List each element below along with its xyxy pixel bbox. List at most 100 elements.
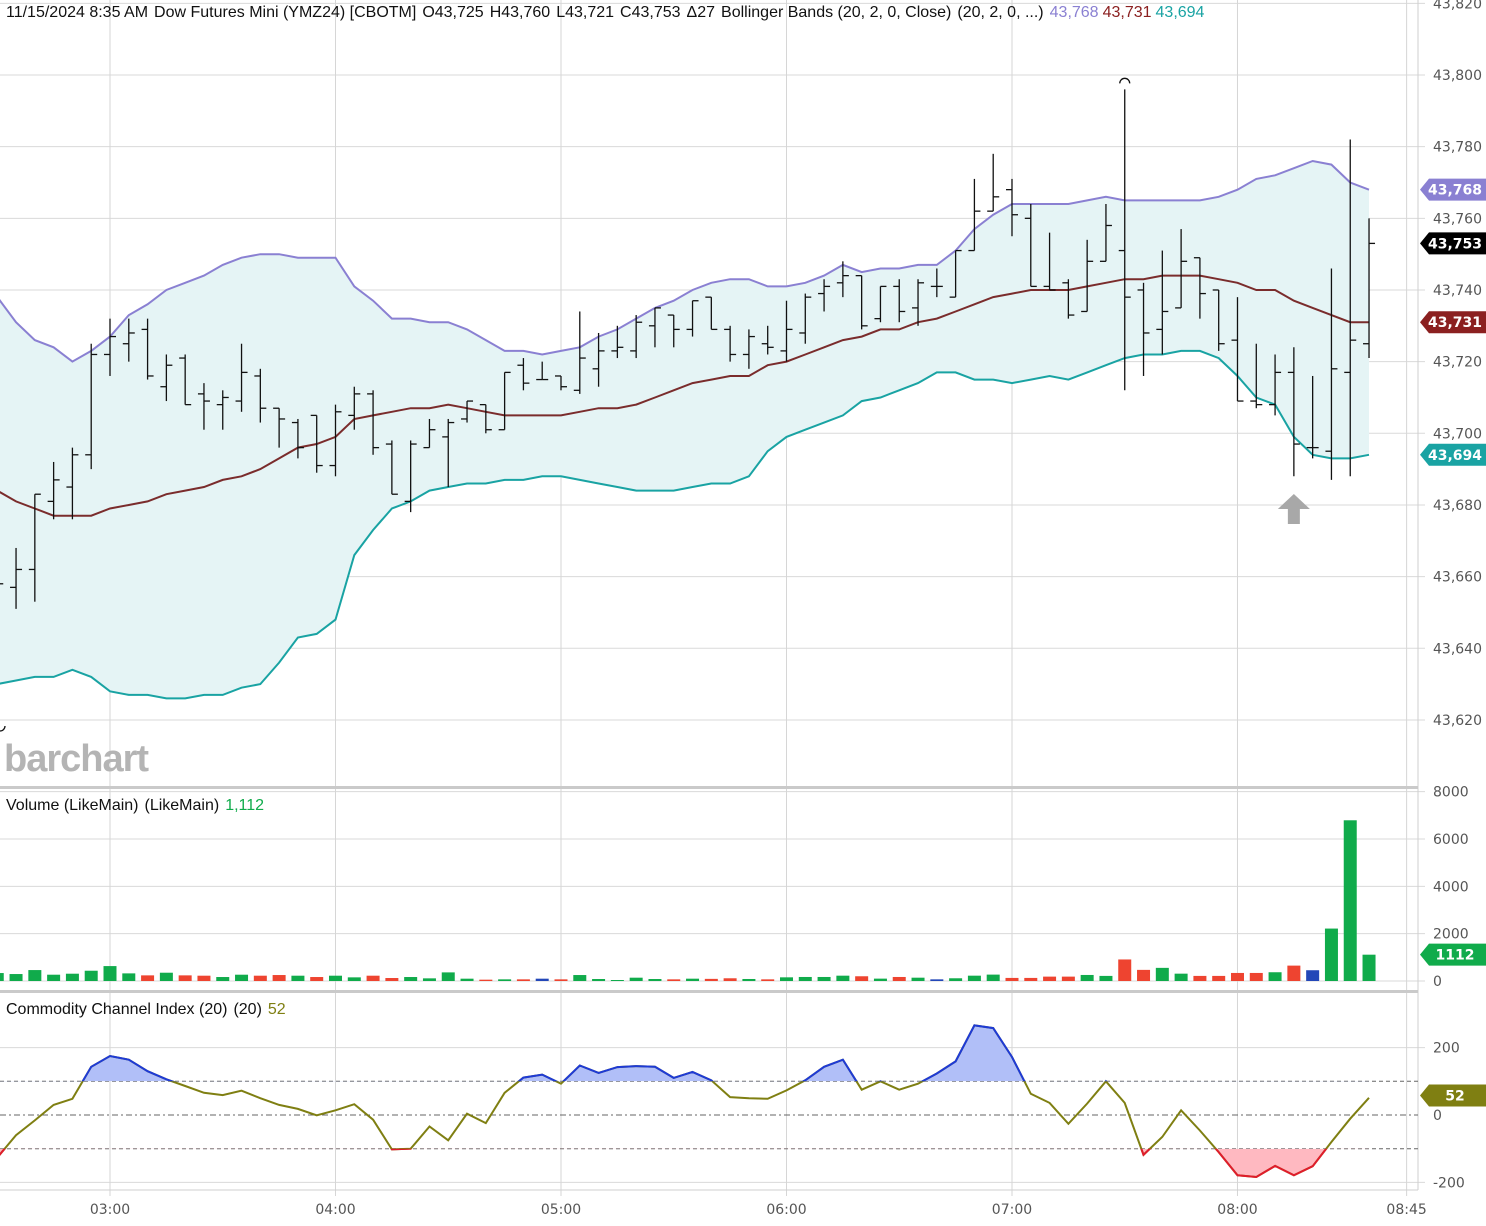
pane-separator <box>0 990 1418 993</box>
volume-bar <box>310 977 324 981</box>
volume-bar <box>516 979 530 981</box>
ohlc-bar <box>536 361 549 381</box>
ohlc-bar <box>1250 343 1263 409</box>
volume-bar <box>779 977 793 981</box>
ohlc-bar <box>1269 354 1282 416</box>
volume-bar <box>47 974 61 981</box>
time-tick-label: 03:00 <box>90 1202 130 1218</box>
volume-bar <box>460 978 474 981</box>
time-tick-label: 07:00 <box>992 1202 1032 1218</box>
ohlc-bar <box>66 447 79 520</box>
ohlc-bar <box>291 418 304 459</box>
ohlc-bar <box>686 300 699 337</box>
ohlc-bar <box>348 386 361 430</box>
time-tick-label: 05:00 <box>541 1202 581 1218</box>
middle-band-badge-label: 43,731 <box>1428 315 1482 331</box>
last-price-badge-shape <box>1420 232 1486 255</box>
volume-bar <box>1005 977 1019 981</box>
volume-bar <box>1137 969 1151 981</box>
ohlc-bar <box>1043 232 1056 291</box>
ohlc-bar <box>987 153 1000 212</box>
legend-low: L43,721 <box>556 4 615 21</box>
cci-badge: 52 <box>1420 1084 1486 1107</box>
bollinger-band-fill <box>0 161 1369 699</box>
volume-bar <box>1099 975 1113 981</box>
volume-bar <box>554 979 568 981</box>
ohlc-bar <box>47 461 60 520</box>
volume-params: (LikeMain) <box>144 797 220 814</box>
price-tick-label: 43,660 <box>1433 570 1482 586</box>
session-low-marker-icon <box>0 725 6 732</box>
ohlc-bar <box>1325 268 1338 480</box>
price-tick-label: 43,640 <box>1433 641 1482 657</box>
ohlc-bar <box>724 325 737 362</box>
volume-bar <box>967 975 981 981</box>
middle-band-badge: 43,731 <box>1420 311 1486 334</box>
cci-tick-label: 200 <box>1433 1041 1460 1057</box>
volume-bar <box>911 977 925 981</box>
volume-tick-label: 0 <box>1433 974 1442 990</box>
volume-bar <box>159 972 173 981</box>
volume-bar <box>986 974 1000 981</box>
ohlc-bar <box>968 178 981 252</box>
cci-legend: Commodity Channel Index (20) (20) 52 <box>6 1001 292 1019</box>
legend-middle-value: 43,731 <box>1102 4 1152 21</box>
volume-bar <box>1118 959 1132 981</box>
lower-band-badge-label: 43,694 <box>1428 448 1482 464</box>
volume-bar <box>366 975 380 981</box>
cci-value: 52 <box>267 1001 286 1018</box>
price-tick-label: 43,780 <box>1433 140 1482 156</box>
ohlc-bar <box>498 371 511 431</box>
volume-bar <box>1193 975 1207 981</box>
ohlc-bar <box>1287 347 1300 477</box>
volume-bar <box>855 976 869 981</box>
volume-bar <box>686 978 700 981</box>
price-tick-label: 43,720 <box>1433 355 1482 371</box>
volume-bar <box>1324 928 1338 981</box>
cci-line <box>0 1024 1370 1179</box>
price-tick-label: 43,800 <box>1433 68 1482 84</box>
ohlc-bar <box>1062 279 1075 319</box>
volume-bar <box>573 975 587 981</box>
ohlc-bar <box>1005 178 1018 237</box>
ohlc-bar <box>742 329 755 369</box>
ohlc-bar <box>423 418 436 449</box>
legend-close: C43,753 <box>620 4 681 21</box>
price-legend: 11/15/2024 8:35 AM Dow Futures Mini (YMZ2… <box>6 4 1210 22</box>
volume-bar <box>1061 976 1075 981</box>
volume-bar <box>592 979 606 981</box>
time-tick-label: 08:00 <box>1217 1202 1257 1218</box>
ohlc-bar <box>667 314 680 348</box>
ohlc-bar <box>10 547 23 609</box>
volume-legend: Volume (LikeMain) (LikeMain) 1,112 <box>6 797 270 815</box>
volume-bar <box>479 979 493 981</box>
volume-tick-label: 6000 <box>1433 832 1469 848</box>
volume-bar <box>1268 972 1282 981</box>
ohlc-bar <box>874 285 887 323</box>
volume-bar <box>873 978 887 981</box>
volume-bar <box>1362 954 1376 981</box>
volume-bar <box>65 973 79 981</box>
volume-bar <box>28 970 42 981</box>
volume-bar <box>723 978 737 981</box>
cci-badge-shape <box>1420 1084 1486 1107</box>
ohlc-bar <box>592 332 605 387</box>
volume-bar <box>141 975 155 981</box>
legend-high: H43,760 <box>489 4 551 21</box>
ohlc-bar <box>1081 239 1094 313</box>
bollinger-lower-line <box>0 349 1370 700</box>
ohlc-bar <box>179 354 192 406</box>
legend-open: O43,725 <box>422 4 484 21</box>
volume-bar <box>798 976 812 981</box>
cci-params: (20) <box>233 1001 262 1018</box>
volume-bar <box>1287 965 1301 981</box>
volume-bar <box>216 977 230 981</box>
ohlc-bar <box>1306 375 1319 459</box>
volume-bar <box>272 975 286 981</box>
volume-bar <box>1043 976 1057 981</box>
ohlc-bar <box>705 296 718 331</box>
volume-bar <box>498 979 512 981</box>
ohlc-bar <box>461 400 474 423</box>
volume-title: Volume (LikeMain) <box>6 797 139 814</box>
